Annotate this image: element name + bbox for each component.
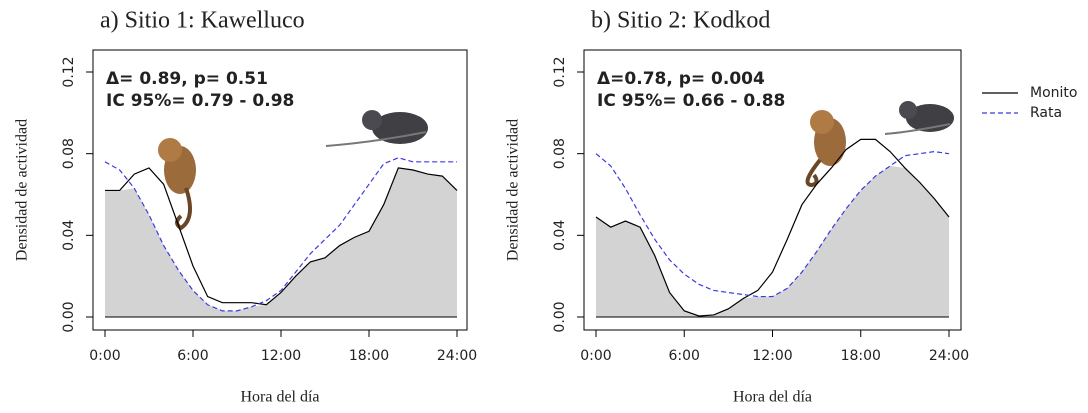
plot: [595, 138, 950, 318]
overlap-area: [596, 165, 949, 317]
y-tick-label: 0.12: [552, 56, 568, 87]
plot: [104, 157, 458, 318]
plot-frame: [92, 49, 468, 331]
chart-title: b) Sitio 2: Kodkod: [591, 8, 770, 34]
x-tick-label: 18:00: [349, 348, 389, 364]
y-tick-label: 0.04: [552, 220, 568, 251]
series-line: [105, 167, 458, 306]
x-axis-label: Hora del día: [240, 389, 319, 406]
series-line: [104, 157, 457, 312]
y-tick-label: 0.08: [61, 138, 77, 169]
annotation: Δ= 0.89, p= 0.51: [106, 69, 268, 89]
y-axis-label: Densidad de actividad: [505, 119, 522, 261]
legend-label: Rata: [1030, 105, 1062, 121]
y-axis-label: Densidad de actividad: [14, 119, 31, 261]
x-axis-label: Hora del día: [733, 389, 812, 406]
x-tick-label: 0:00: [89, 348, 120, 364]
x-tick-label: 24:00: [929, 348, 969, 364]
annotation: IC 95%= 0.79 - 0.98: [106, 91, 294, 111]
chart-title: a) Sitio 1: Kawelluco: [100, 8, 305, 34]
y-tick-label: 0.00: [61, 301, 77, 332]
y-tick-label: 0.00: [552, 301, 568, 332]
x-tick-label: 24:00: [437, 348, 477, 364]
x-tick-label: 18:00: [841, 348, 881, 364]
series-line: [595, 138, 950, 317]
monito-illustration-b: [805, 110, 846, 188]
legend-label: Monito: [1030, 85, 1077, 101]
rata-illustration-b: [884, 101, 954, 135]
x-tick-label: 6:00: [177, 348, 208, 364]
annotation: Δ=0.78, p= 0.004: [597, 69, 765, 89]
y-tick-label: 0.08: [552, 138, 568, 169]
x-tick-label: 12:00: [752, 348, 792, 364]
x-tick-label: 0:00: [580, 348, 611, 364]
x-tick-label: 6:00: [669, 348, 700, 364]
series-line: [595, 151, 950, 298]
y-tick-label: 0.04: [61, 220, 77, 251]
y-tick-label: 0.12: [61, 56, 77, 87]
x-tick-label: 12:00: [261, 348, 301, 364]
monito-illustration-a: [158, 138, 196, 231]
overlap-area: [105, 167, 457, 317]
rata-illustration-a: [325, 110, 428, 147]
annotation: IC 95%= 0.66 - 0.88: [597, 91, 785, 111]
